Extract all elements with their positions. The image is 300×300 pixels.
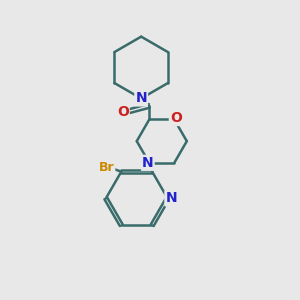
Text: N: N	[165, 191, 177, 206]
Text: N: N	[135, 92, 147, 106]
Text: N: N	[142, 156, 154, 170]
Text: O: O	[170, 111, 182, 125]
Text: Br: Br	[99, 161, 114, 174]
Text: O: O	[117, 105, 129, 119]
